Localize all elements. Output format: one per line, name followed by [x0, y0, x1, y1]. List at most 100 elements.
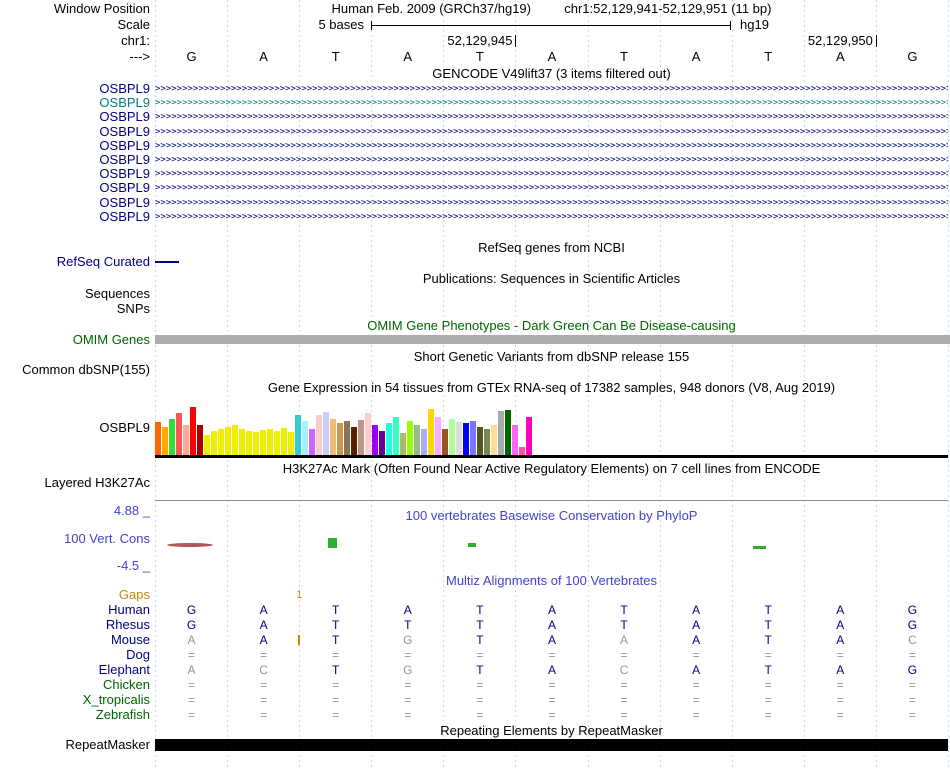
alignment-base: = — [548, 693, 556, 707]
gtex-tissue-bar[interactable] — [211, 431, 217, 455]
gtex-tissue-bar[interactable] — [204, 435, 210, 455]
alignment-base: = — [187, 693, 195, 707]
gene-row[interactable]: OSBPL9 >>>>>>>>>>>>>>>>>>>>>>>>>>>>>>>>>>… — [0, 110, 950, 124]
gtex-tissue-bar[interactable] — [316, 415, 322, 455]
gtex-tissue-bar[interactable] — [407, 421, 413, 455]
alignment-row-zebrafish[interactable]: Zebrafish = = = = = = = = = = = — [0, 708, 950, 723]
alignment-row-gaps[interactable]: Gaps 1 — [0, 588, 950, 602]
gtex-tissue-bar[interactable] — [330, 419, 336, 455]
species-label: Human — [108, 602, 150, 617]
position-tick-label: 52,129,945 — [447, 33, 513, 48]
grid-line — [227, 0, 229, 769]
gtex-tissue-bar[interactable] — [260, 430, 266, 455]
scale-label: Scale — [117, 17, 150, 32]
alignment-row-x_tropicalis[interactable]: X_tropicalis = = = = = = = = = = = — [0, 692, 950, 708]
gtex-tissue-bar[interactable] — [386, 423, 392, 455]
gtex-tissue-bar[interactable] — [176, 413, 182, 455]
gene-arrows: >>>>>>>>>>>>>>>>>>>>>>>>>>>>>>>>>>>>>>>>… — [155, 112, 948, 123]
gtex-tissue-bar[interactable] — [400, 433, 406, 455]
window-position-label: Window Position — [53, 1, 150, 16]
gtex-tissue-bar[interactable] — [456, 422, 462, 455]
alignment-base: T — [476, 618, 484, 632]
gtex-tissue-bar[interactable] — [232, 425, 238, 455]
gene-row[interactable]: OSBPL9 >>>>>>>>>>>>>>>>>>>>>>>>>>>>>>>>>>… — [0, 167, 950, 181]
gtex-tissue-bar[interactable] — [239, 429, 245, 455]
gtex-tissue-bar[interactable] — [379, 431, 385, 455]
gtex-tissue-bar[interactable] — [491, 425, 497, 455]
gene-row[interactable]: OSBPL9 >>>>>>>>>>>>>>>>>>>>>>>>>>>>>>>>>>… — [0, 181, 950, 195]
base-letter: T — [331, 49, 340, 64]
header-bar: Human Feb. 2009 (GRCh37/hg19) chr1:52,12… — [155, 2, 948, 16]
alignment-base: = — [836, 693, 844, 707]
gtex-tissue-bar[interactable] — [344, 421, 350, 455]
gtex-tissue-bar[interactable] — [421, 429, 427, 455]
gtex-tissue-bar[interactable] — [323, 412, 329, 455]
gtex-tissue-bar[interactable] — [274, 431, 280, 455]
alignment-row-mouse[interactable]: Mouse A A T G T A A A T A C — [0, 633, 950, 648]
alignment-base: = — [332, 708, 340, 722]
gene-row[interactable]: OSBPL9 >>>>>>>>>>>>>>>>>>>>>>>>>>>>>>>>>>… — [0, 195, 950, 210]
gtex-tissue-bar[interactable] — [372, 425, 378, 455]
refseq-gene-item[interactable] — [155, 261, 179, 263]
alignment-row-dog[interactable]: Dog = = = = = = = = = = = — [0, 648, 950, 663]
gene-row[interactable]: OSBPL9 >>>>>>>>>>>>>>>>>>>>>>>>>>>>>>>>>>… — [0, 138, 950, 153]
gtex-tissue-bar[interactable] — [246, 431, 252, 455]
gtex-tissue-bar[interactable] — [295, 415, 301, 455]
gtex-tissue-bar[interactable] — [365, 413, 371, 455]
gene-row[interactable]: OSBPL9 >>>>>>>>>>>>>>>>>>>>>>>>>>>>>>>>>>… — [0, 153, 950, 167]
alignment-row-elephant[interactable]: Elephant A C T G T A C A T A G — [0, 663, 950, 678]
gtex-tissue-bar[interactable] — [393, 417, 399, 455]
gtex-tissue-bar[interactable] — [358, 420, 364, 455]
gtex-tissue-bar[interactable] — [225, 427, 231, 455]
alignment-base: = — [620, 693, 628, 707]
gtex-tissue-bar[interactable] — [470, 421, 476, 455]
gtex-tissue-bar[interactable] — [519, 447, 525, 455]
gtex-tissue-bar[interactable] — [442, 429, 448, 455]
gtex-tissue-bar[interactable] — [526, 417, 532, 455]
gtex-tissue-bar[interactable] — [267, 429, 273, 455]
conservation-mark — [468, 543, 476, 547]
gtex-tissue-bar[interactable] — [218, 429, 224, 455]
alignment-base: T — [332, 663, 340, 677]
gtex-tissue-bar[interactable] — [463, 423, 469, 455]
gtex-tissue-bar[interactable] — [477, 427, 483, 455]
gene-row[interactable]: OSBPL9 >>>>>>>>>>>>>>>>>>>>>>>>>>>>>>>>>>… — [0, 209, 950, 224]
gtex-tissue-bar[interactable] — [414, 425, 420, 455]
base-letter: T — [764, 49, 773, 64]
gtex-tissue-bar[interactable] — [309, 429, 315, 455]
gtex-tissue-bar[interactable] — [435, 417, 441, 455]
gtex-tissue-bar[interactable] — [337, 423, 343, 455]
gtex-tissue-bar[interactable] — [281, 428, 287, 455]
gtex-tissue-bar[interactable] — [183, 425, 189, 455]
species-label: X_tropicalis — [82, 692, 150, 707]
alignment-base: = — [476, 693, 484, 707]
repeatmasker-bar[interactable] — [155, 739, 948, 751]
gtex-tissue-bar[interactable] — [253, 432, 259, 455]
alignment-row-human[interactable]: Human G A T A T A T A T A G — [0, 602, 950, 618]
gene-row[interactable]: OSBPL9 >>>>>>>>>>>>>>>>>>>>>>>>>>>>>>>>>>… — [0, 124, 950, 139]
gtex-tissue-bar[interactable] — [351, 427, 357, 455]
gtex-tissue-bar[interactable] — [197, 425, 203, 455]
gtex-tissue-bar[interactable] — [512, 425, 518, 455]
gtex-tissue-bar[interactable] — [498, 411, 504, 455]
base-letter: A — [835, 49, 845, 64]
gtex-tissue-bar[interactable] — [288, 432, 294, 455]
gtex-tissue-bar[interactable] — [428, 409, 434, 455]
gtex-tissue-bar[interactable] — [505, 410, 511, 455]
gtex-tissue-bar[interactable] — [484, 429, 490, 455]
gtex-tissue-bar[interactable] — [169, 419, 175, 455]
gtex-tissue-bar[interactable] — [155, 422, 161, 455]
alignment-base: = — [187, 678, 195, 692]
gtex-tissue-bar[interactable] — [449, 419, 455, 455]
species-label: Gaps — [118, 587, 150, 602]
gene-row[interactable]: OSBPL9 >>>>>>>>>>>>>>>>>>>>>>>>>>>>>>>>>>… — [0, 82, 950, 96]
gtex-bars[interactable] — [155, 405, 948, 455]
alignment-base: = — [836, 708, 844, 722]
alignment-row-rhesus[interactable]: Rhesus G A T T T A T A T A G — [0, 618, 950, 633]
omim-gene-bar[interactable] — [155, 335, 950, 344]
gtex-tissue-bar[interactable] — [190, 407, 196, 455]
gene-row[interactable]: OSBPL9 >>>>>>>>>>>>>>>>>>>>>>>>>>>>>>>>>>… — [0, 96, 950, 110]
alignment-row-chicken[interactable]: Chicken = = = = = = = = = = = — [0, 678, 950, 693]
gtex-tissue-bar[interactable] — [162, 427, 168, 455]
gtex-tissue-bar[interactable] — [302, 421, 308, 455]
